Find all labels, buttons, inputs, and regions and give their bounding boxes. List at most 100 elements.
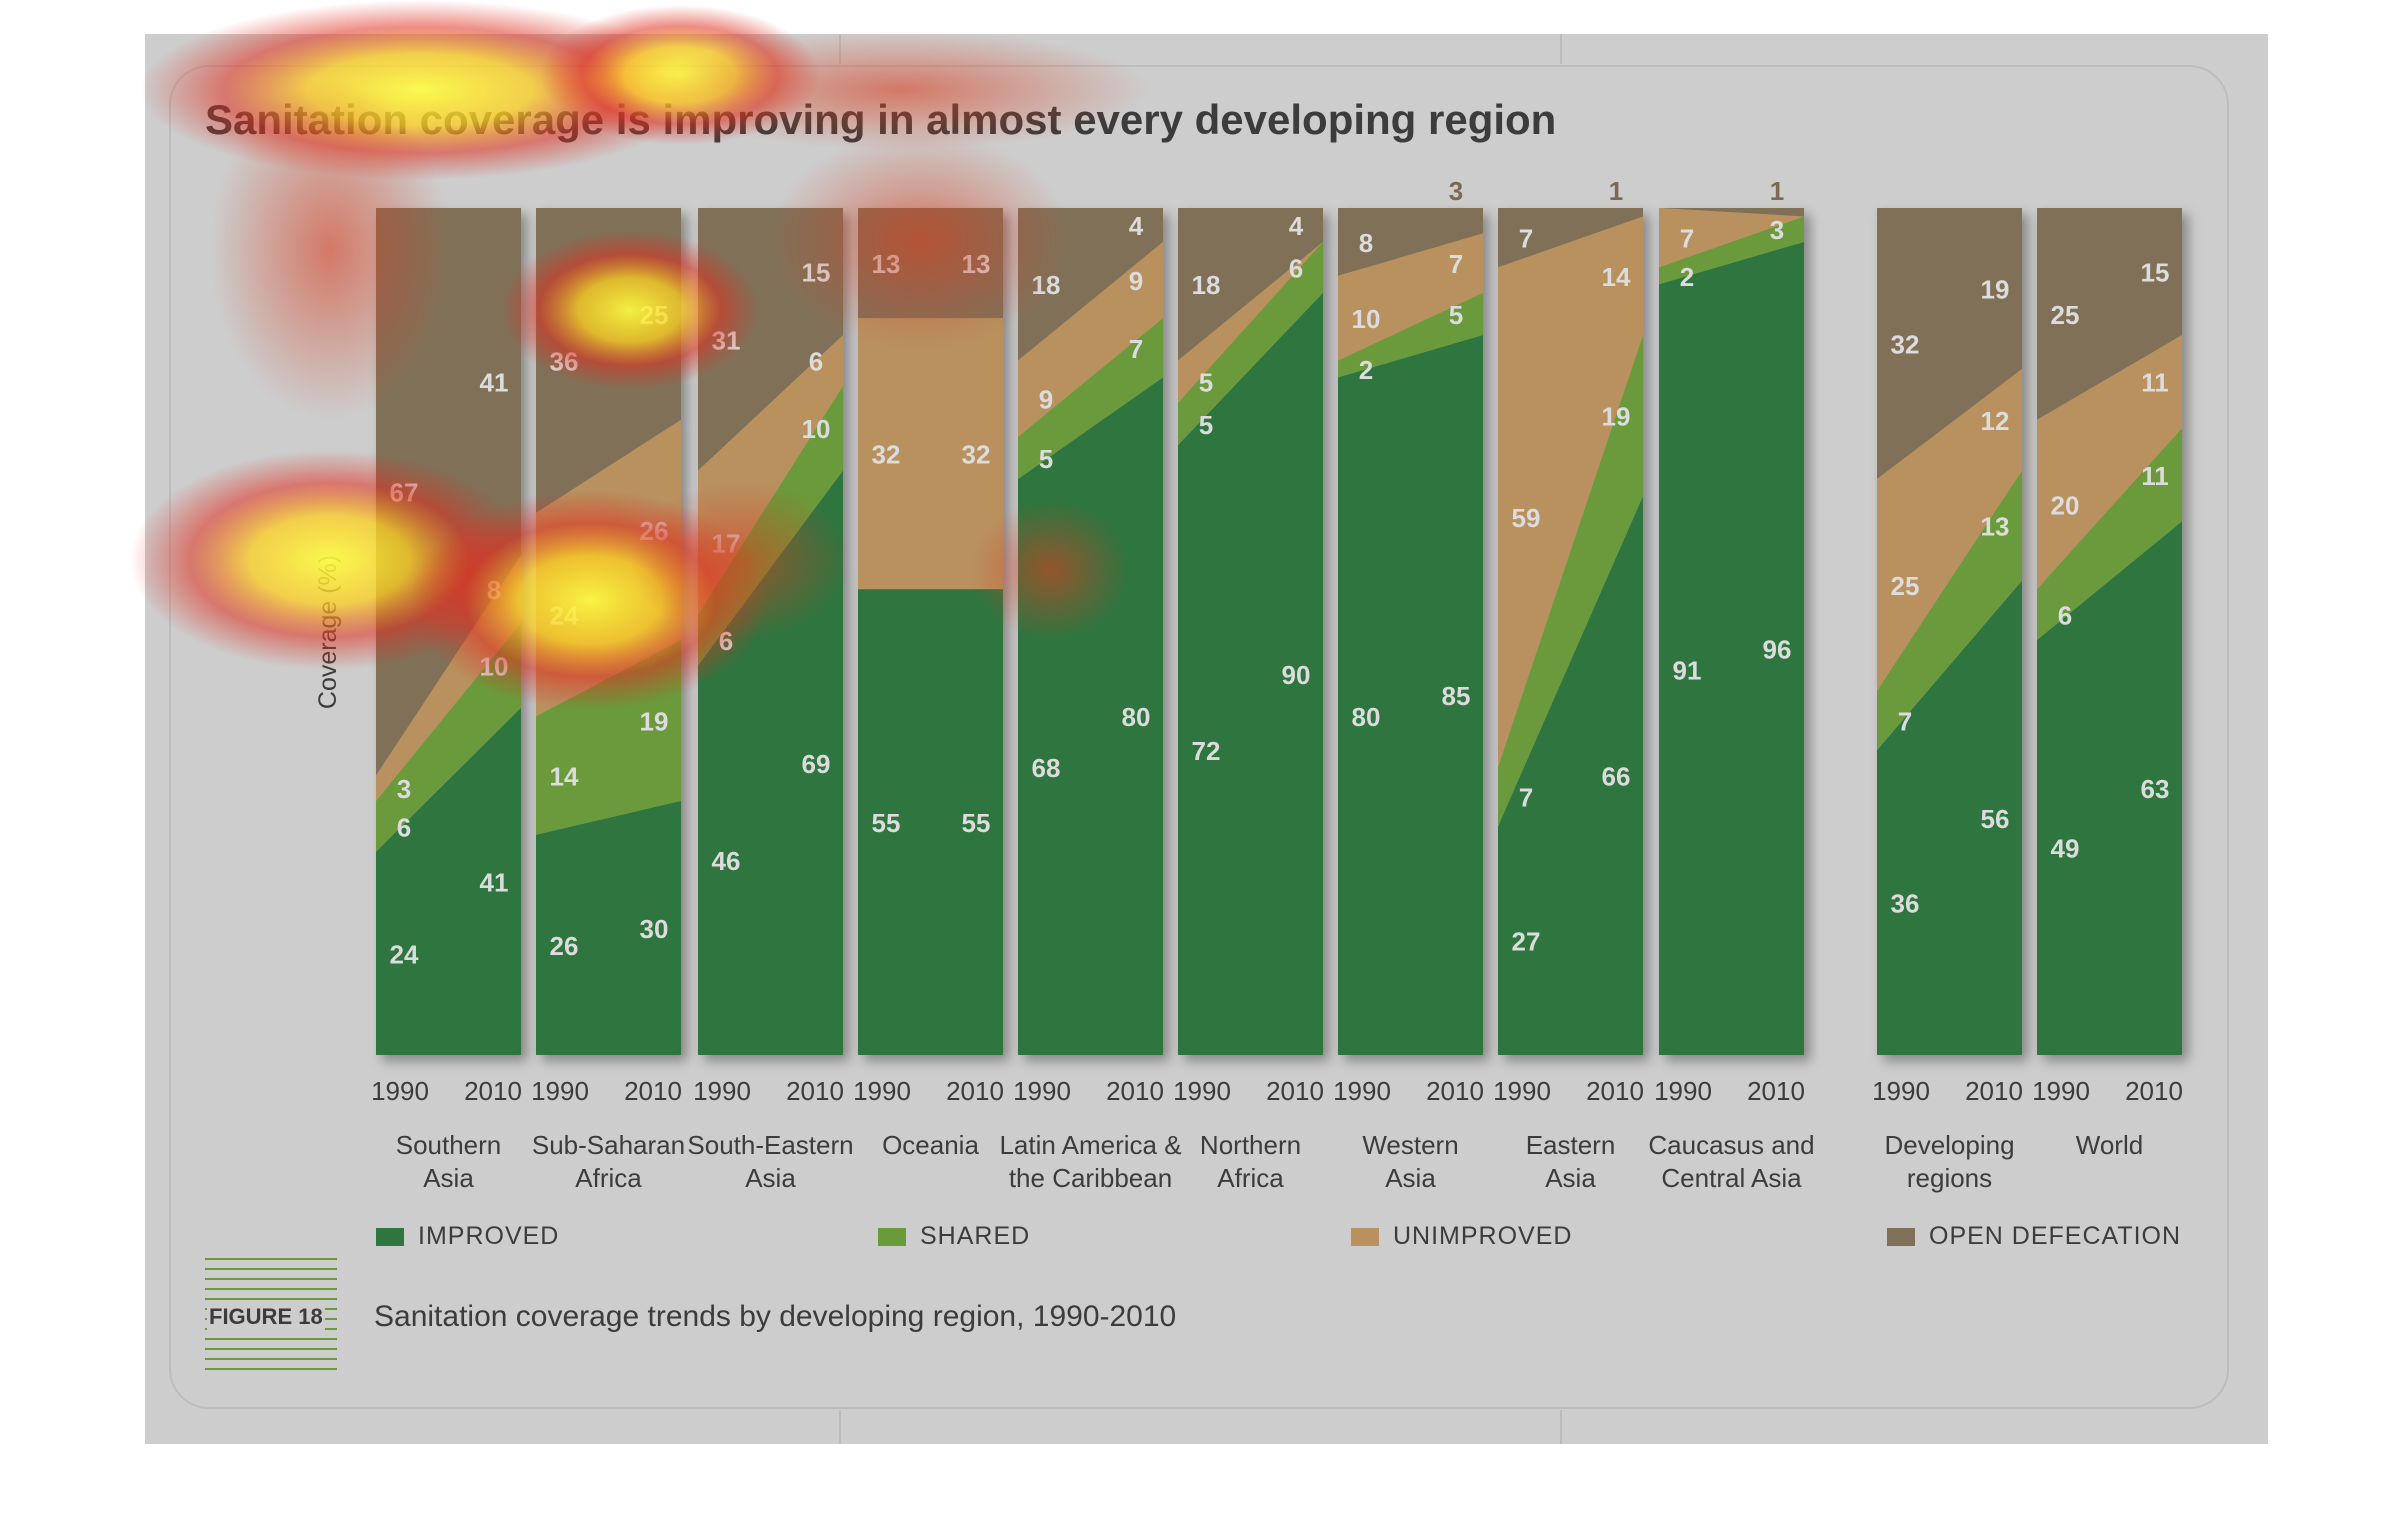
data-label: 13 [872, 249, 901, 279]
area-unimproved [1018, 241, 1163, 437]
area-improved [1338, 335, 1483, 1055]
year-tick-label: 2010 [946, 1076, 1004, 1106]
legend-swatch [376, 1227, 404, 1246]
area-unimproved [1659, 208, 1804, 268]
data-label: 12 [1981, 406, 2010, 436]
area-open-defecation [1498, 208, 1643, 268]
area-open-defecation [1659, 208, 1804, 217]
data-label: 7 [1129, 334, 1143, 364]
data-label: 8 [487, 575, 501, 605]
data-label: 2 [1680, 262, 1694, 292]
data-label: 41 [480, 867, 509, 897]
region-label: World [2076, 1130, 2143, 1160]
data-label: 6 [1289, 253, 1303, 283]
data-label: 31 [712, 325, 741, 355]
year-tick-label: 1990 [1173, 1076, 1231, 1106]
data-label: 24 [550, 601, 579, 631]
data-label: 7 [1680, 224, 1694, 254]
data-label: 8 [1359, 228, 1373, 258]
region-panel [1877, 208, 2022, 1055]
data-label: 6 [2058, 601, 2072, 631]
data-label: 5 [1039, 444, 1053, 474]
data-label: 20 [2051, 490, 2080, 520]
region-panel [2037, 208, 2182, 1055]
data-label: 4 [1289, 211, 1304, 241]
legend-label: SHARED [920, 1222, 1031, 1250]
data-label: 96 [1763, 634, 1792, 664]
data-label: 26 [640, 516, 669, 546]
data-label: 85 [1442, 681, 1471, 711]
data-label: 1 [1609, 176, 1623, 206]
data-label: 68 [1032, 753, 1061, 783]
data-label: 5 [1199, 368, 1213, 398]
data-label: 27 [1512, 927, 1541, 957]
region-label: Eastern [1526, 1130, 1616, 1160]
legend-shared: SHARED [878, 1222, 1030, 1251]
year-tick-label: 1990 [371, 1076, 429, 1106]
area-improved [376, 707, 521, 1055]
region-label: Caucasus and [1648, 1130, 1814, 1160]
data-label: 10 [802, 414, 831, 444]
area-improved [1877, 580, 2022, 1055]
area-improved [536, 800, 681, 1055]
data-label: 36 [550, 346, 579, 376]
area-improved [1498, 495, 1643, 1056]
region-label: Asia [745, 1163, 796, 1193]
area-improved [1659, 241, 1804, 1055]
data-label: 32 [962, 440, 991, 470]
data-label: 69 [802, 749, 831, 779]
year-tick-label: 2010 [1266, 1076, 1324, 1106]
legend-swatch [1887, 1227, 1915, 1246]
area-shared [1877, 470, 2022, 751]
data-label: 46 [712, 846, 741, 876]
data-label: 32 [1891, 330, 1920, 360]
data-label: 80 [1352, 702, 1381, 732]
data-label: 90 [1282, 660, 1311, 690]
area-unimproved [1178, 241, 1323, 403]
data-label: 17 [712, 529, 741, 559]
region-label: South-Eastern [687, 1130, 853, 1160]
region-label: Central Asia [1661, 1163, 1802, 1193]
year-tick-label: 2010 [1426, 1076, 1484, 1106]
area-shared [1018, 318, 1163, 480]
data-label: 11 [2141, 368, 2169, 398]
legend-swatch [878, 1227, 906, 1246]
data-label: 6 [397, 812, 411, 842]
data-label: 30 [640, 914, 669, 944]
data-label: 10 [480, 651, 509, 681]
year-tick-label: 2010 [624, 1076, 682, 1106]
data-label: 4 [1129, 211, 1144, 241]
area-unimproved [858, 318, 1003, 590]
data-label: 18 [1192, 270, 1221, 300]
data-label: 36 [1891, 889, 1920, 919]
data-label: 63 [2141, 774, 2170, 804]
data-label: 5 [1449, 300, 1463, 330]
year-tick-label: 2010 [464, 1076, 522, 1106]
data-label: 72 [1192, 736, 1221, 766]
legend-label: UNIMPROVED [1393, 1222, 1573, 1250]
region-label: Asia [423, 1163, 474, 1193]
data-label: 15 [2141, 258, 2170, 288]
region-label: Developing [1884, 1130, 2014, 1160]
data-label: 80 [1122, 702, 1151, 732]
data-label: 9 [1129, 266, 1143, 296]
data-label: 2 [1359, 355, 1373, 385]
data-label: 19 [640, 706, 669, 736]
area-improved [2037, 521, 2182, 1055]
legend-improved: IMPROVED [376, 1222, 559, 1251]
year-tick-label: 1990 [1654, 1076, 1712, 1106]
data-label: 49 [2051, 833, 2080, 863]
data-label: 10 [1352, 304, 1381, 334]
data-label: 6 [719, 626, 733, 656]
data-label: 25 [640, 300, 669, 330]
data-label: 1 [1770, 176, 1784, 206]
year-tick-label: 2010 [1586, 1076, 1644, 1106]
region-label: Northern [1200, 1130, 1301, 1160]
area-unimproved [1877, 368, 2022, 691]
data-label: 56 [1981, 804, 2010, 834]
area-shared [2037, 428, 2182, 640]
y-axis-label: Coverage (%) [314, 555, 342, 709]
legend-unimproved: UNIMPROVED [1351, 1222, 1572, 1251]
region-label: Latin America & [999, 1130, 1181, 1160]
